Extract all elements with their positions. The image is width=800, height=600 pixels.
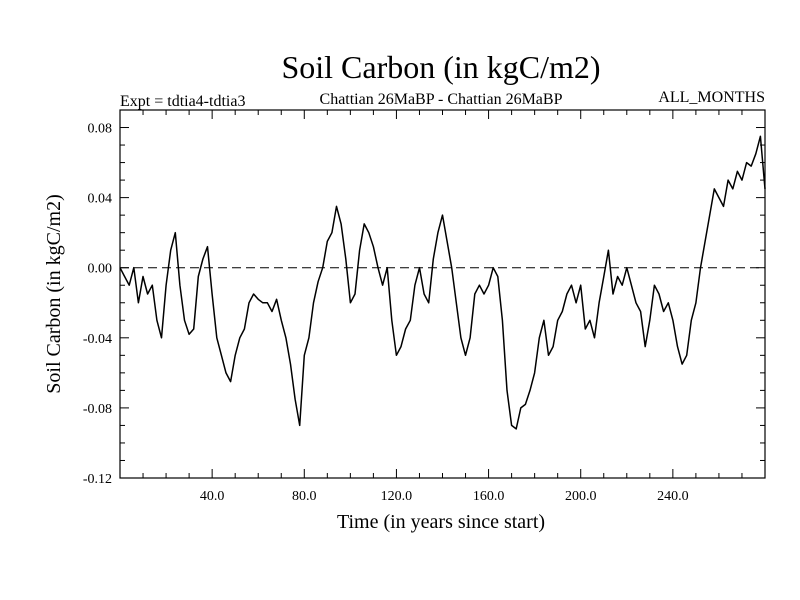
y-tick-label: 0.00 [88,262,113,277]
y-tick-label: -0.04 [83,332,112,347]
y-tick-label: -0.12 [83,472,112,487]
months-label: ALL_MONTHS [658,89,765,106]
y-axis-label: Soil Carbon (in kgC/m2) [43,194,65,393]
x-tick-label: 240.0 [657,489,689,504]
chart-title: Soil Carbon (in kgC/m2) [281,49,600,85]
soil-carbon-series-line [119,135,766,430]
experiment-label: Expt = tdtia4-tdtia3 [120,93,245,110]
x-axis-label: Time (in years since start) [337,511,545,533]
x-tick-label: 200.0 [565,489,597,504]
y-tick-label: -0.08 [83,402,112,417]
x-tick-label: 160.0 [473,489,505,504]
y-tick-label: 0.08 [88,122,113,137]
x-tick-label: 40.0 [200,489,225,504]
y-tick-label: 0.04 [88,192,113,207]
x-tick-label: 120.0 [381,489,413,504]
x-tick-label: 80.0 [292,489,317,504]
plot-frame [119,109,766,479]
period-label: Chattian 26MaBP - Chattian 26MaBP [320,91,563,108]
